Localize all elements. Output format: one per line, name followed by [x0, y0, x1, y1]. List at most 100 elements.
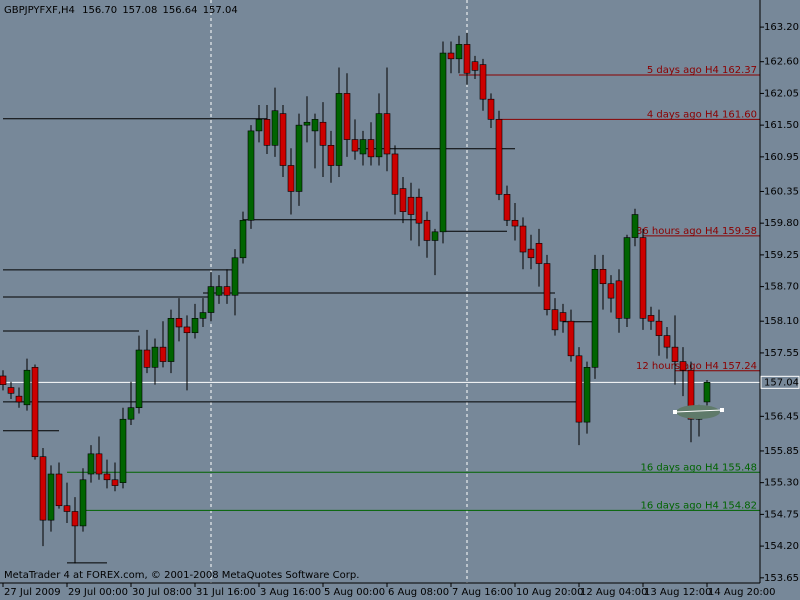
candle-body	[199, 312, 207, 319]
y-tick-label: 163.20	[764, 22, 799, 33]
candle-body	[607, 283, 615, 299]
candle-body	[703, 382, 711, 403]
y-tick-label: 155.30	[764, 478, 799, 489]
candle-body	[543, 263, 551, 310]
candle-body	[231, 257, 239, 296]
current-price-label: 157.04	[764, 377, 799, 388]
candle-body	[583, 367, 591, 423]
candle-body	[415, 196, 423, 224]
candle-body	[255, 119, 263, 132]
x-tick-label: 29 Jul 00:00	[68, 587, 128, 598]
y-tick-label: 159.80	[764, 218, 799, 229]
candle-body	[591, 268, 599, 368]
candle-body	[511, 219, 519, 227]
candle-body	[207, 286, 215, 313]
chart-header: GBPJPYFXF,H4 156.70 157.08 156.64 157.04	[4, 5, 238, 16]
candle-body	[455, 44, 463, 60]
y-tick-label: 160.95	[764, 152, 799, 163]
candle-body	[503, 194, 511, 221]
y-tick-label: 160.35	[764, 186, 799, 197]
y-tick-label: 158.70	[764, 282, 799, 293]
candle-body	[647, 315, 655, 322]
candle-body	[111, 479, 119, 486]
candle-body	[87, 453, 95, 475]
candle-body	[55, 473, 63, 507]
candle-body	[487, 98, 495, 120]
annotation-label: 4 days ago H4 161.60	[647, 109, 757, 120]
candle-body	[383, 113, 391, 155]
header-open: 156.70	[82, 5, 117, 16]
candle-body	[71, 511, 79, 527]
candle-body	[239, 219, 247, 259]
candle-body	[663, 335, 671, 348]
candle-body	[599, 268, 607, 285]
x-tick-label: 6 Aug 08:00	[388, 587, 449, 598]
candle-body	[375, 113, 383, 158]
y-tick-label: 161.50	[764, 120, 799, 131]
header-low: 156.64	[163, 5, 198, 16]
candle-body	[623, 237, 631, 319]
candle-body	[143, 349, 151, 368]
candle-body	[527, 248, 535, 259]
x-tick-label: 14 Aug 20:00	[708, 587, 775, 598]
candle-body	[15, 395, 23, 403]
y-tick-label: 154.20	[764, 541, 799, 552]
y-tick-label: 153.65	[764, 573, 799, 584]
candle-body	[423, 219, 431, 241]
candle-body	[463, 44, 471, 74]
trend-drawing	[674, 409, 723, 413]
plot: 5 days ago H4 162.37 4 days ago H4 161.60…	[0, 0, 760, 583]
y-tick-label: 158.10	[764, 316, 799, 327]
candle-body	[167, 318, 175, 362]
y-tick-label: 159.25	[764, 250, 799, 261]
drawing-handle	[673, 410, 677, 414]
x-tick-label: 31 Jul 16:00	[196, 587, 256, 598]
candle-body	[471, 61, 479, 71]
candle-body	[135, 349, 143, 408]
candle-body	[551, 309, 559, 331]
candle-body	[103, 473, 111, 481]
candle-body	[679, 361, 687, 371]
candle-body	[7, 387, 15, 394]
candle-body	[287, 165, 295, 192]
ellipse-drawing	[676, 405, 720, 419]
candle-body	[79, 479, 87, 527]
candle-body	[63, 505, 71, 512]
candle-body	[631, 214, 639, 238]
annotation-label: 12 hours ago H4 157.24	[636, 361, 757, 372]
symbol: GBPJPYFXF,H4	[4, 5, 75, 16]
candle-body	[191, 318, 199, 334]
candle-body	[151, 346, 159, 368]
candle-body	[159, 346, 167, 362]
footer: MetaTrader 4 at FOREX.com, © 2001-2008 M…	[4, 570, 359, 581]
current-price-box	[760, 375, 800, 389]
candle-body	[175, 318, 183, 328]
candle-body	[671, 346, 679, 362]
annotation-label: 5 days ago H4 162.37	[647, 65, 757, 76]
x-tick-label: 3 Aug 16:00	[260, 587, 321, 598]
candle-body	[295, 124, 303, 192]
candle-body	[367, 139, 375, 158]
x-tick-label: 13 Aug 12:00	[644, 587, 711, 598]
candle-body	[223, 286, 231, 296]
candle-body	[359, 139, 367, 155]
y-tick-label: 154.75	[764, 509, 799, 520]
candle-body	[687, 369, 695, 420]
candle-body	[279, 113, 287, 166]
header-high: 157.08	[122, 5, 157, 16]
candle-body	[639, 237, 647, 319]
candle-body	[327, 145, 335, 166]
candle-body	[335, 93, 343, 166]
candle-body	[119, 418, 127, 483]
candle-body	[183, 326, 191, 334]
candle-body	[535, 243, 543, 264]
candle-body	[495, 119, 503, 195]
candle-body	[431, 231, 439, 241]
candle-body	[319, 121, 327, 146]
candle-body	[263, 119, 271, 146]
candle-body	[215, 286, 223, 296]
candle-body	[127, 407, 135, 420]
